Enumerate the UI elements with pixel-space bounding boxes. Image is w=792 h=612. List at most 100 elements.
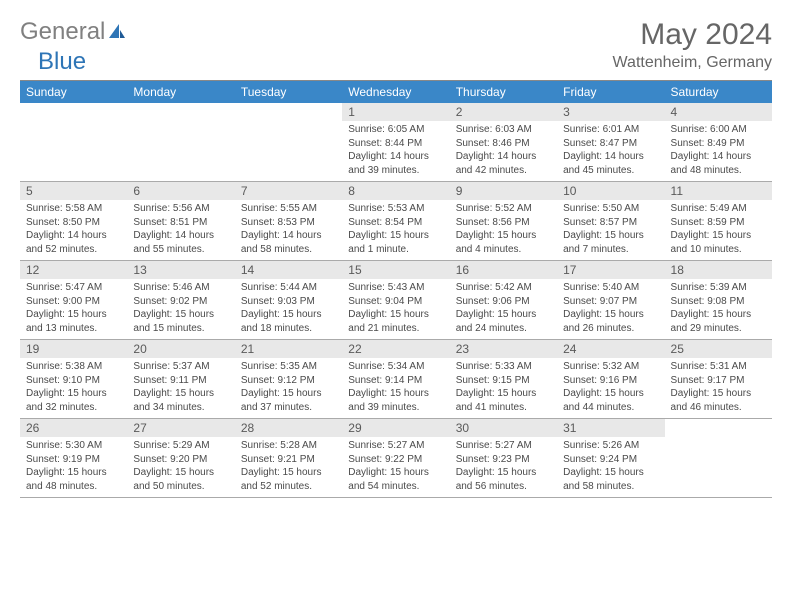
day-number: 19 bbox=[20, 340, 127, 358]
day-cell: 3Sunrise: 6:01 AMSunset: 8:47 PMDaylight… bbox=[557, 103, 664, 182]
day-number: 16 bbox=[450, 261, 557, 279]
day-cell: 19Sunrise: 5:38 AMSunset: 9:10 PMDayligh… bbox=[20, 340, 127, 419]
day-cell: 25Sunrise: 5:31 AMSunset: 9:17 PMDayligh… bbox=[665, 340, 772, 419]
day-detail: Sunrise: 5:30 AMSunset: 9:19 PMDaylight:… bbox=[20, 437, 127, 497]
empty-cell bbox=[235, 103, 342, 182]
day-cell: 2Sunrise: 6:03 AMSunset: 8:46 PMDaylight… bbox=[450, 103, 557, 182]
day-number: 1 bbox=[342, 103, 449, 121]
day-cell: 6Sunrise: 5:56 AMSunset: 8:51 PMDaylight… bbox=[127, 182, 234, 261]
day-number: 6 bbox=[127, 182, 234, 200]
day-detail: Sunrise: 5:39 AMSunset: 9:08 PMDaylight:… bbox=[665, 279, 772, 339]
day-detail: Sunrise: 5:27 AMSunset: 9:23 PMDaylight:… bbox=[450, 437, 557, 497]
day-detail: Sunrise: 6:05 AMSunset: 8:44 PMDaylight:… bbox=[342, 121, 449, 181]
day-cell: 15Sunrise: 5:43 AMSunset: 9:04 PMDayligh… bbox=[342, 261, 449, 340]
day-detail: Sunrise: 5:58 AMSunset: 8:50 PMDaylight:… bbox=[20, 200, 127, 260]
weekday-header: Sunday bbox=[20, 81, 127, 103]
weekday-header: Monday bbox=[127, 81, 234, 103]
day-number: 14 bbox=[235, 261, 342, 279]
day-cell: 24Sunrise: 5:32 AMSunset: 9:16 PMDayligh… bbox=[557, 340, 664, 419]
day-cell: 13Sunrise: 5:46 AMSunset: 9:02 PMDayligh… bbox=[127, 261, 234, 340]
day-number: 8 bbox=[342, 182, 449, 200]
day-number: 3 bbox=[557, 103, 664, 121]
day-number: 7 bbox=[235, 182, 342, 200]
day-number: 29 bbox=[342, 419, 449, 437]
calendar-row: 1Sunrise: 6:05 AMSunset: 8:44 PMDaylight… bbox=[20, 103, 772, 182]
empty-cell bbox=[665, 419, 772, 498]
calendar-row: 12Sunrise: 5:47 AMSunset: 9:00 PMDayligh… bbox=[20, 261, 772, 340]
day-number: 24 bbox=[557, 340, 664, 358]
day-number: 17 bbox=[557, 261, 664, 279]
day-detail: Sunrise: 5:42 AMSunset: 9:06 PMDaylight:… bbox=[450, 279, 557, 339]
day-number: 13 bbox=[127, 261, 234, 279]
empty-cell bbox=[127, 103, 234, 182]
day-cell: 27Sunrise: 5:29 AMSunset: 9:20 PMDayligh… bbox=[127, 419, 234, 498]
month-title: May 2024 bbox=[613, 18, 772, 52]
day-number: 2 bbox=[450, 103, 557, 121]
logo-sail-icon bbox=[107, 22, 127, 42]
day-number: 26 bbox=[20, 419, 127, 437]
day-cell: 12Sunrise: 5:47 AMSunset: 9:00 PMDayligh… bbox=[20, 261, 127, 340]
day-cell: 28Sunrise: 5:28 AMSunset: 9:21 PMDayligh… bbox=[235, 419, 342, 498]
day-cell: 18Sunrise: 5:39 AMSunset: 9:08 PMDayligh… bbox=[665, 261, 772, 340]
header: General May 2024 Wattenheim, Germany bbox=[20, 18, 772, 72]
weekday-header: Wednesday bbox=[342, 81, 449, 103]
day-number: 10 bbox=[557, 182, 664, 200]
day-detail: Sunrise: 5:53 AMSunset: 8:54 PMDaylight:… bbox=[342, 200, 449, 260]
logo: General bbox=[20, 18, 127, 46]
day-cell: 10Sunrise: 5:50 AMSunset: 8:57 PMDayligh… bbox=[557, 182, 664, 261]
day-detail: Sunrise: 5:55 AMSunset: 8:53 PMDaylight:… bbox=[235, 200, 342, 260]
calendar-body: 1Sunrise: 6:05 AMSunset: 8:44 PMDaylight… bbox=[20, 103, 772, 498]
day-detail: Sunrise: 5:47 AMSunset: 9:00 PMDaylight:… bbox=[20, 279, 127, 339]
day-detail: Sunrise: 5:56 AMSunset: 8:51 PMDaylight:… bbox=[127, 200, 234, 260]
day-cell: 20Sunrise: 5:37 AMSunset: 9:11 PMDayligh… bbox=[127, 340, 234, 419]
weekday-header: Thursday bbox=[450, 81, 557, 103]
day-number: 11 bbox=[665, 182, 772, 200]
day-cell: 23Sunrise: 5:33 AMSunset: 9:15 PMDayligh… bbox=[450, 340, 557, 419]
day-cell: 30Sunrise: 5:27 AMSunset: 9:23 PMDayligh… bbox=[450, 419, 557, 498]
day-number: 4 bbox=[665, 103, 772, 121]
day-number: 18 bbox=[665, 261, 772, 279]
day-detail: Sunrise: 5:43 AMSunset: 9:04 PMDaylight:… bbox=[342, 279, 449, 339]
weekday-header: Saturday bbox=[665, 81, 772, 103]
day-number: 15 bbox=[342, 261, 449, 279]
day-detail: Sunrise: 6:00 AMSunset: 8:49 PMDaylight:… bbox=[665, 121, 772, 181]
day-detail: Sunrise: 5:52 AMSunset: 8:56 PMDaylight:… bbox=[450, 200, 557, 260]
day-cell: 26Sunrise: 5:30 AMSunset: 9:19 PMDayligh… bbox=[20, 419, 127, 498]
day-detail: Sunrise: 5:32 AMSunset: 9:16 PMDaylight:… bbox=[557, 358, 664, 418]
day-detail: Sunrise: 5:33 AMSunset: 9:15 PMDaylight:… bbox=[450, 358, 557, 418]
day-detail: Sunrise: 5:35 AMSunset: 9:12 PMDaylight:… bbox=[235, 358, 342, 418]
day-number: 31 bbox=[557, 419, 664, 437]
day-number: 25 bbox=[665, 340, 772, 358]
calendar-table: SundayMondayTuesdayWednesdayThursdayFrid… bbox=[20, 81, 772, 498]
day-cell: 14Sunrise: 5:44 AMSunset: 9:03 PMDayligh… bbox=[235, 261, 342, 340]
day-cell: 7Sunrise: 5:55 AMSunset: 8:53 PMDaylight… bbox=[235, 182, 342, 261]
day-detail: Sunrise: 5:50 AMSunset: 8:57 PMDaylight:… bbox=[557, 200, 664, 260]
day-detail: Sunrise: 5:49 AMSunset: 8:59 PMDaylight:… bbox=[665, 200, 772, 260]
empty-cell bbox=[20, 103, 127, 182]
day-number: 5 bbox=[20, 182, 127, 200]
day-detail: Sunrise: 5:27 AMSunset: 9:22 PMDaylight:… bbox=[342, 437, 449, 497]
day-number: 22 bbox=[342, 340, 449, 358]
day-cell: 8Sunrise: 5:53 AMSunset: 8:54 PMDaylight… bbox=[342, 182, 449, 261]
calendar-row: 19Sunrise: 5:38 AMSunset: 9:10 PMDayligh… bbox=[20, 340, 772, 419]
day-detail: Sunrise: 5:31 AMSunset: 9:17 PMDaylight:… bbox=[665, 358, 772, 418]
day-detail: Sunrise: 5:44 AMSunset: 9:03 PMDaylight:… bbox=[235, 279, 342, 339]
day-detail: Sunrise: 5:46 AMSunset: 9:02 PMDaylight:… bbox=[127, 279, 234, 339]
day-cell: 1Sunrise: 6:05 AMSunset: 8:44 PMDaylight… bbox=[342, 103, 449, 182]
day-number: 23 bbox=[450, 340, 557, 358]
day-detail: Sunrise: 5:37 AMSunset: 9:11 PMDaylight:… bbox=[127, 358, 234, 418]
day-detail: Sunrise: 5:38 AMSunset: 9:10 PMDaylight:… bbox=[20, 358, 127, 418]
day-detail: Sunrise: 6:03 AMSunset: 8:46 PMDaylight:… bbox=[450, 121, 557, 181]
day-number: 12 bbox=[20, 261, 127, 279]
day-cell: 22Sunrise: 5:34 AMSunset: 9:14 PMDayligh… bbox=[342, 340, 449, 419]
calendar-row: 5Sunrise: 5:58 AMSunset: 8:50 PMDaylight… bbox=[20, 182, 772, 261]
day-number: 21 bbox=[235, 340, 342, 358]
day-cell: 29Sunrise: 5:27 AMSunset: 9:22 PMDayligh… bbox=[342, 419, 449, 498]
weekday-header-row: SundayMondayTuesdayWednesdayThursdayFrid… bbox=[20, 81, 772, 103]
day-detail: Sunrise: 5:28 AMSunset: 9:21 PMDaylight:… bbox=[235, 437, 342, 497]
title-block: May 2024 Wattenheim, Germany bbox=[613, 18, 772, 72]
logo-text-1: General bbox=[20, 18, 105, 46]
day-cell: 11Sunrise: 5:49 AMSunset: 8:59 PMDayligh… bbox=[665, 182, 772, 261]
location: Wattenheim, Germany bbox=[613, 54, 772, 72]
day-detail: Sunrise: 5:26 AMSunset: 9:24 PMDaylight:… bbox=[557, 437, 664, 497]
